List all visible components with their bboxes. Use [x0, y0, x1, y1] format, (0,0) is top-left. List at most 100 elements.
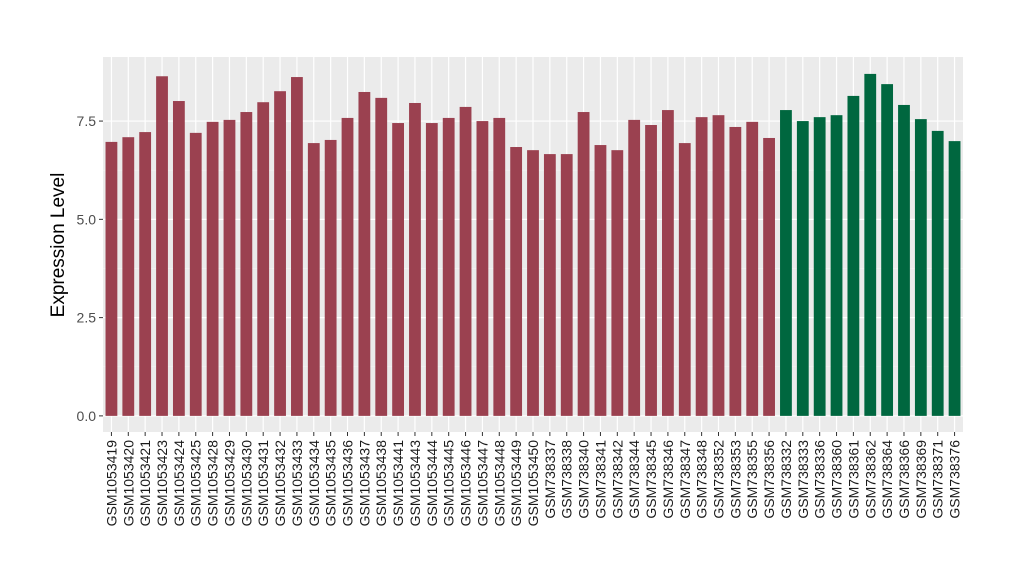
x-tick-label: GSM738369: [913, 440, 929, 519]
x-tick-label: GSM738347: [677, 440, 693, 519]
x-tick-label: GSM1053432: [272, 440, 288, 527]
bar: [240, 112, 253, 416]
bar: [341, 117, 354, 416]
x-axis: GSM1053419 GSM1053420 GSM1053421 GSM1053423…: [103, 432, 963, 527]
bar: [780, 110, 792, 416]
x-tick-label: GSM1053445: [441, 440, 457, 527]
x-tick-label: GSM738336: [812, 440, 828, 519]
bar: [847, 95, 860, 416]
x-tick-label: GSM1053438: [373, 440, 389, 527]
bar: [324, 139, 337, 416]
bar: [931, 130, 944, 416]
x-tick-label: GSM738361: [845, 440, 861, 519]
x-tick-label: GSM1053434: [306, 440, 322, 527]
x-tick-label: GSM738333: [795, 440, 811, 519]
x-tick-label: GSM1053435: [323, 440, 339, 527]
x-tick-label: GSM738353: [727, 440, 743, 519]
x-tick-label: GSM1053444: [424, 440, 440, 527]
y-tick-label: 7.5: [77, 113, 97, 129]
x-tick-label: GSM738345: [643, 440, 659, 519]
bar: [948, 141, 961, 416]
bar: [510, 147, 523, 416]
bar: [864, 73, 877, 416]
x-tick-label: GSM738346: [660, 440, 676, 519]
bar: [543, 154, 556, 416]
x-tick-label: GSM738338: [559, 440, 575, 519]
x-tick-label: GSM1053443: [407, 440, 423, 527]
x-tick-label: GSM1053441: [390, 440, 406, 527]
x-tick-label: GSM1053429: [221, 440, 237, 527]
x-tick-label: GSM738337: [542, 440, 558, 519]
x-tick-label: GSM1053433: [289, 440, 305, 527]
bar: [881, 84, 894, 416]
y-axis-label: Expression Level: [48, 173, 69, 318]
y-tick-label: 2.5: [77, 310, 97, 326]
bar: [375, 97, 388, 416]
x-tick-label: GSM1053436: [340, 440, 356, 527]
x-tick-label: GSM738340: [576, 440, 592, 519]
x-tick-label: GSM738360: [829, 440, 845, 519]
x-tick-label: GSM738342: [609, 440, 625, 519]
x-tick-label: GSM738362: [862, 440, 878, 519]
x-tick-label: GSM1053424: [171, 440, 187, 527]
x-tick-label: GSM1053449: [508, 440, 524, 527]
x-tick-label: GSM738355: [744, 440, 760, 519]
x-tick-label: GSM1053419: [103, 440, 119, 527]
bar: [459, 106, 472, 416]
bar: [307, 143, 320, 416]
bar: [122, 137, 135, 416]
bar: [813, 117, 826, 416]
y-tick-label: 0.0: [77, 408, 97, 424]
x-tick-label: GSM1053447: [474, 440, 490, 527]
bar: [105, 141, 118, 416]
x-tick-label: GSM1053428: [205, 440, 221, 527]
bar: [712, 115, 725, 416]
bar: [358, 91, 371, 416]
bar: [409, 102, 421, 416]
bar: [662, 110, 674, 416]
bar: [645, 125, 657, 416]
bar: [274, 91, 286, 416]
x-tick-label: GSM1053437: [356, 440, 372, 527]
x-tick-label: GSM1053431: [255, 440, 271, 527]
bar: [628, 119, 641, 416]
x-tick-label: GSM738348: [694, 440, 710, 519]
bar: [898, 104, 910, 416]
x-tick-label: GSM1053450: [525, 440, 541, 527]
x-tick-label: GSM738332: [778, 440, 794, 519]
x-tick-label: GSM1053430: [238, 440, 254, 527]
x-tick-label: GSM1053425: [188, 440, 204, 527]
x-tick-label: GSM738352: [710, 440, 726, 519]
bar: [476, 121, 489, 416]
bar: [206, 121, 219, 416]
x-tick-label: GSM1053420: [120, 440, 136, 527]
bar: [729, 126, 742, 416]
bar: [442, 117, 455, 416]
x-tick-label: GSM1053448: [491, 440, 507, 527]
bar: [594, 145, 607, 416]
x-tick-label: GSM738344: [626, 440, 642, 519]
x-tick-label: GSM738364: [879, 440, 895, 519]
x-tick-label: GSM1053446: [458, 440, 474, 527]
x-tick-label: GSM738356: [761, 440, 777, 519]
x-tick-label: GSM738371: [930, 440, 946, 519]
bar: [695, 117, 708, 416]
y-axis: 0.0 2.5 5.0 7.5: [77, 113, 103, 424]
x-tick-label: GSM738366: [896, 440, 912, 519]
bar: [172, 101, 185, 416]
y-tick-label: 5.0: [77, 211, 97, 227]
bar: [611, 150, 624, 416]
bar: [139, 132, 152, 416]
x-tick-label: GSM1053423: [154, 440, 170, 527]
x-tick-label: GSM1053421: [137, 440, 153, 527]
bar: [763, 137, 775, 416]
bar: [156, 76, 168, 416]
bar: [746, 121, 759, 416]
bar: [560, 154, 573, 416]
bar: [257, 102, 270, 416]
bar: [291, 77, 303, 416]
bar: [678, 143, 691, 416]
bar: [830, 115, 843, 416]
bars: [105, 73, 961, 416]
